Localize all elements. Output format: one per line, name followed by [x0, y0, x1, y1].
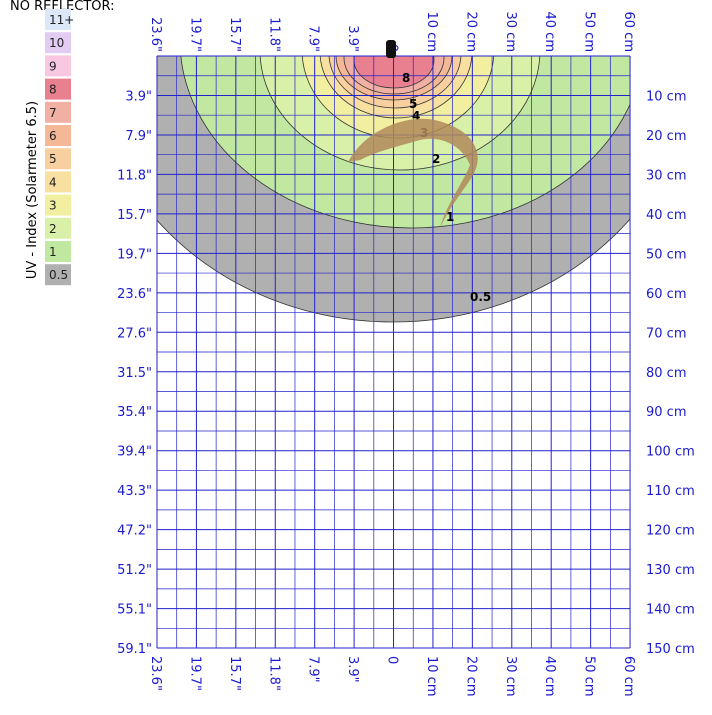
right-axis-label: 30 cm — [646, 168, 687, 183]
legend-swatch — [45, 32, 71, 54]
right-axis-label: 60 cm — [646, 287, 687, 302]
left-axis-label: 55.1" — [117, 603, 152, 618]
top-axis-label: 30 cm — [503, 12, 518, 53]
legend-label: 2 — [49, 222, 57, 236]
contour-label: 5 — [409, 97, 417, 111]
right-axis-label: 90 cm — [646, 405, 687, 420]
right-axis-label: 20 cm — [646, 129, 687, 144]
left-axis-label: 43.3" — [117, 484, 152, 499]
top-axis-label: 3.9" — [345, 25, 360, 52]
lizard — [348, 118, 478, 228]
legend-swatch — [45, 55, 71, 77]
left-axis-label: 19.7" — [117, 247, 152, 262]
right-axis-label: 120 cm — [646, 524, 695, 539]
right-axis-label: 40 cm — [646, 208, 687, 223]
legend-label: 9 — [49, 59, 57, 73]
legend-swatch — [45, 101, 71, 123]
legend-label: 11+ — [49, 13, 74, 27]
legend-label: 5 — [49, 152, 57, 166]
left-axis-label: 31.5" — [117, 366, 152, 381]
bottom-axis-label: 20 cm — [463, 656, 478, 697]
legend-label: 10 — [49, 36, 64, 50]
legend-label: 6 — [49, 129, 57, 143]
left-axis-label: 3.9" — [125, 89, 152, 104]
contour-label: 2 — [432, 152, 440, 166]
contour-label: 4 — [412, 109, 420, 123]
bottom-axis-label: 40 cm — [542, 656, 557, 697]
legend-swatch — [45, 264, 71, 286]
legend-swatch — [45, 194, 71, 216]
legend-label: 8 — [49, 83, 57, 97]
left-axis-label: 35.4" — [117, 405, 152, 420]
top-axis-label: 10 cm — [424, 12, 439, 53]
top-axis-label: 19.7" — [187, 17, 202, 52]
legend-label: 7 — [49, 106, 57, 120]
contour-label: 8 — [402, 71, 410, 85]
legend-swatch — [45, 148, 71, 170]
right-axis-label: 100 cm — [646, 445, 695, 460]
left-axis-label: 47.2" — [117, 524, 152, 539]
left-axis-label: 23.6" — [117, 287, 152, 302]
bottom-axis-label: 30 cm — [503, 656, 518, 697]
legend-label: 0.5 — [49, 268, 68, 282]
bottom-axis-label: 15.7" — [227, 656, 242, 691]
left-axis-label: 7.9" — [125, 129, 152, 144]
legend-label: 4 — [49, 175, 57, 189]
top-axis-label: 23.6" — [148, 17, 163, 52]
top-axis-label: 40 cm — [542, 12, 557, 53]
right-axis-label: 150 cm — [646, 642, 695, 657]
top-axis-label: 60 cm — [621, 12, 636, 53]
contour-label: 0.5 — [470, 290, 491, 304]
bottom-axis-label: 0 — [385, 656, 400, 664]
left-axis-label: 11.8" — [117, 168, 152, 183]
top-axis-label: 15.7" — [227, 17, 242, 52]
legend-swatch — [45, 171, 71, 193]
legend-swatch — [45, 78, 71, 100]
left-axis-label: 27.6" — [117, 326, 152, 341]
top-axis-label: 11.8" — [266, 17, 281, 52]
bottom-axis-label: 11.8" — [266, 656, 281, 691]
right-axis-label: 10 cm — [646, 89, 687, 104]
legend-swatch — [45, 241, 71, 262]
contour-label: 1 — [446, 210, 454, 224]
legend-swatch — [45, 125, 71, 146]
right-axis-label: 80 cm — [646, 366, 687, 381]
left-axis-label: 15.7" — [117, 208, 152, 223]
legend-swatch — [45, 9, 71, 30]
legend-label: 3 — [49, 199, 57, 213]
legend-label: 1 — [49, 245, 57, 259]
right-axis-label: 50 cm — [646, 247, 687, 262]
bottom-axis-label: 10 cm — [424, 656, 439, 697]
top-axis-label: 7.9" — [306, 25, 321, 52]
right-axis-label: 70 cm — [646, 326, 687, 341]
bottom-axis-label: 60 cm — [621, 656, 636, 697]
left-axis-label: 39.4" — [117, 445, 152, 460]
legend-swatch — [45, 217, 71, 239]
bottom-axis-label: 3.9" — [345, 656, 360, 683]
top-axis-label: 20 cm — [463, 12, 478, 53]
title: NO REFLECTOR: — [10, 0, 115, 14]
left-axis-label: 59.1" — [117, 642, 152, 657]
legend-title: UV - Index (Solarmeter 6.5) — [25, 101, 40, 279]
right-axis-label: 130 cm — [646, 563, 695, 578]
lamp — [386, 40, 396, 58]
bottom-axis-label: 7.9" — [306, 656, 321, 683]
left-axis-label: 51.2" — [117, 563, 152, 578]
bottom-axis-label: 23.6" — [148, 656, 163, 691]
right-axis-label: 110 cm — [646, 484, 695, 499]
right-axis-label: 140 cm — [646, 603, 695, 618]
top-axis-label: 50 cm — [582, 12, 597, 53]
bottom-axis-label: 50 cm — [582, 656, 597, 697]
bottom-axis-label: 19.7" — [187, 656, 202, 691]
